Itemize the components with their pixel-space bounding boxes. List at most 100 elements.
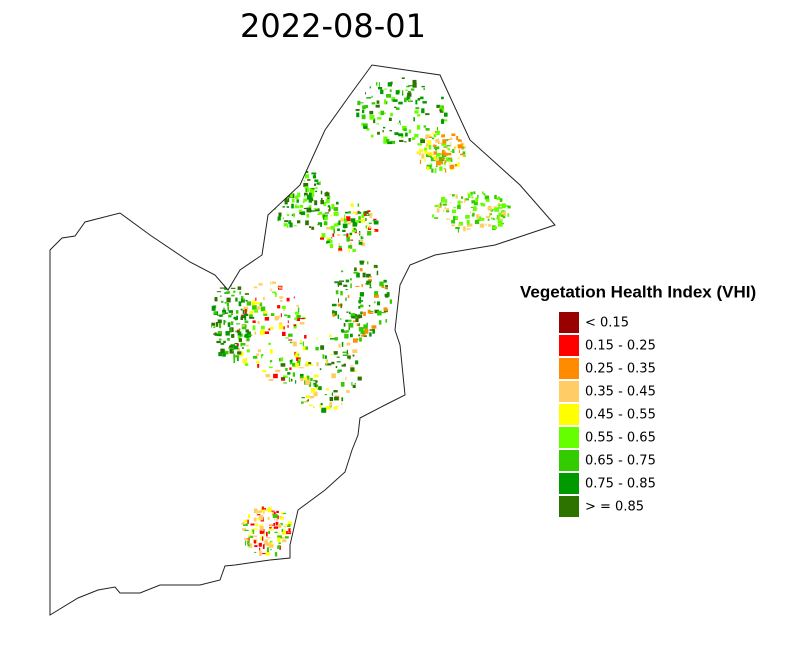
vegetation-pixel: [376, 117, 382, 120]
vegetation-pixel: [359, 337, 362, 342]
vegetation-pixel: [289, 341, 293, 344]
vegetation-pixel: [240, 343, 246, 346]
vegetation-pixel: [263, 296, 265, 301]
vegetation-pixel: [467, 224, 471, 227]
vegetation-pixel: [304, 335, 307, 339]
vegetation-pixel: [361, 114, 366, 120]
vegetation-pixel: [365, 92, 366, 95]
vegetation-pixel: [368, 283, 371, 285]
vegetation-pixel: [240, 308, 243, 311]
vegetation-pixel: [467, 192, 469, 196]
vegetation-pixel: [419, 151, 421, 156]
vegetation-pixel: [226, 291, 231, 294]
vegetation-pixel: [463, 226, 466, 232]
vegetation-pixel: [379, 320, 382, 325]
vegetation-pixel: [228, 314, 232, 318]
vegetation-pixel: [303, 377, 308, 381]
vegetation-pixel: [350, 205, 354, 207]
vegetation-pixel: [375, 82, 378, 86]
vegetation-pixel: [308, 404, 313, 407]
vegetation-pixel: [304, 195, 306, 197]
vegetation-pixel: [340, 219, 345, 222]
vegetation-pixel: [350, 278, 352, 281]
vegetation-pixel: [336, 356, 340, 358]
vegetation-pixel: [374, 294, 379, 298]
vegetation-pixel: [348, 247, 350, 253]
legend-label: > = 0.85: [585, 500, 644, 515]
vegetation-pixel: [326, 195, 331, 198]
vegetation-pixel: [216, 340, 221, 344]
vegetation-pixel: [358, 221, 361, 223]
vegetation-pixel: [326, 226, 331, 230]
vegetation-pixel: [310, 210, 316, 212]
vegetation-pixel: [230, 328, 232, 333]
vegetation-pixel: [309, 187, 315, 193]
vegetation-pixel: [246, 349, 250, 353]
vegetation-pixel: [334, 281, 339, 284]
vegetation-pixel: [368, 213, 370, 216]
vegetation-pixel: [362, 105, 366, 110]
vegetation-pixel: [485, 215, 490, 219]
vegetation-pixel: [359, 292, 364, 297]
vegetation-pixel: [449, 137, 453, 141]
vegetation-pixel: [466, 228, 471, 230]
vegetation-pixel: [439, 109, 441, 112]
vegetation-pixel: [313, 391, 318, 397]
vegetation-pixel: [304, 364, 310, 366]
vegetation-pixel: [282, 217, 285, 220]
vegetation-pixel: [331, 361, 335, 365]
vegetation-pixel: [227, 306, 230, 311]
vegetation-pixel: [249, 314, 253, 319]
vegetation-pixel: [432, 144, 437, 147]
vegetation-pixel: [412, 82, 417, 88]
vegetation-pixel: [445, 157, 451, 162]
vegetation-pixel: [262, 369, 267, 373]
vegetation-pixel: [236, 310, 239, 314]
vegetation-pixel: [498, 196, 500, 198]
vegetation-pixel: [264, 509, 269, 511]
vegetation-pixel: [253, 286, 258, 289]
vegetation-pixel: [348, 245, 353, 249]
vegetation-pixel: [318, 211, 322, 215]
vegetation-pixel: [301, 401, 304, 404]
vegetation-pixel: [283, 326, 285, 330]
vegetation-pixel: [259, 551, 262, 556]
vegetation-pixel: [329, 207, 331, 212]
vegetation-pixel: [257, 510, 262, 514]
vegetation-pixel: [369, 216, 372, 218]
vegetation-pixel: [395, 90, 400, 95]
vegetation-pixel: [292, 365, 297, 367]
vegetation-pixel: [419, 148, 424, 153]
vegetation-pixel: [235, 297, 238, 302]
vegetation-pixel: [280, 192, 285, 197]
vegetation-pixel: [414, 110, 419, 114]
vegetation-pixel: [277, 523, 282, 528]
vegetation-pixel: [273, 511, 276, 515]
vegetation-pixel: [305, 361, 309, 367]
legend-swatch: [559, 404, 579, 425]
vegetation-pixel: [243, 306, 249, 312]
vegetation-pixel: [392, 99, 398, 102]
vegetation-pixel: [314, 200, 318, 206]
vegetation-pixel: [350, 239, 354, 241]
vegetation-pixel: [261, 509, 265, 513]
vegetation-pixel: [274, 531, 278, 533]
vegetation-pixel: [440, 202, 442, 207]
vegetation-pixel: [281, 377, 285, 380]
vegetation-pixel: [289, 367, 292, 370]
vegetation-pixel: [465, 215, 470, 219]
vegetation-pixel: [403, 128, 407, 131]
vegetation-pixel: [283, 526, 287, 528]
legend-swatch: [559, 473, 579, 494]
vegetation-pixel: [296, 199, 299, 203]
vegetation-pixel: [374, 291, 379, 296]
vegetation-pixel: [260, 306, 266, 312]
vegetation-pixel: [354, 383, 356, 385]
vegetation-pixel: [316, 337, 318, 340]
legend-label: 0.55 - 0.65: [585, 431, 656, 446]
vegetation-pixel: [438, 156, 441, 162]
vegetation-pixel: [441, 134, 445, 138]
vegetation-pixel: [386, 139, 390, 143]
vegetation-pixel: [473, 191, 476, 195]
vegetation-pixel: [370, 134, 374, 138]
